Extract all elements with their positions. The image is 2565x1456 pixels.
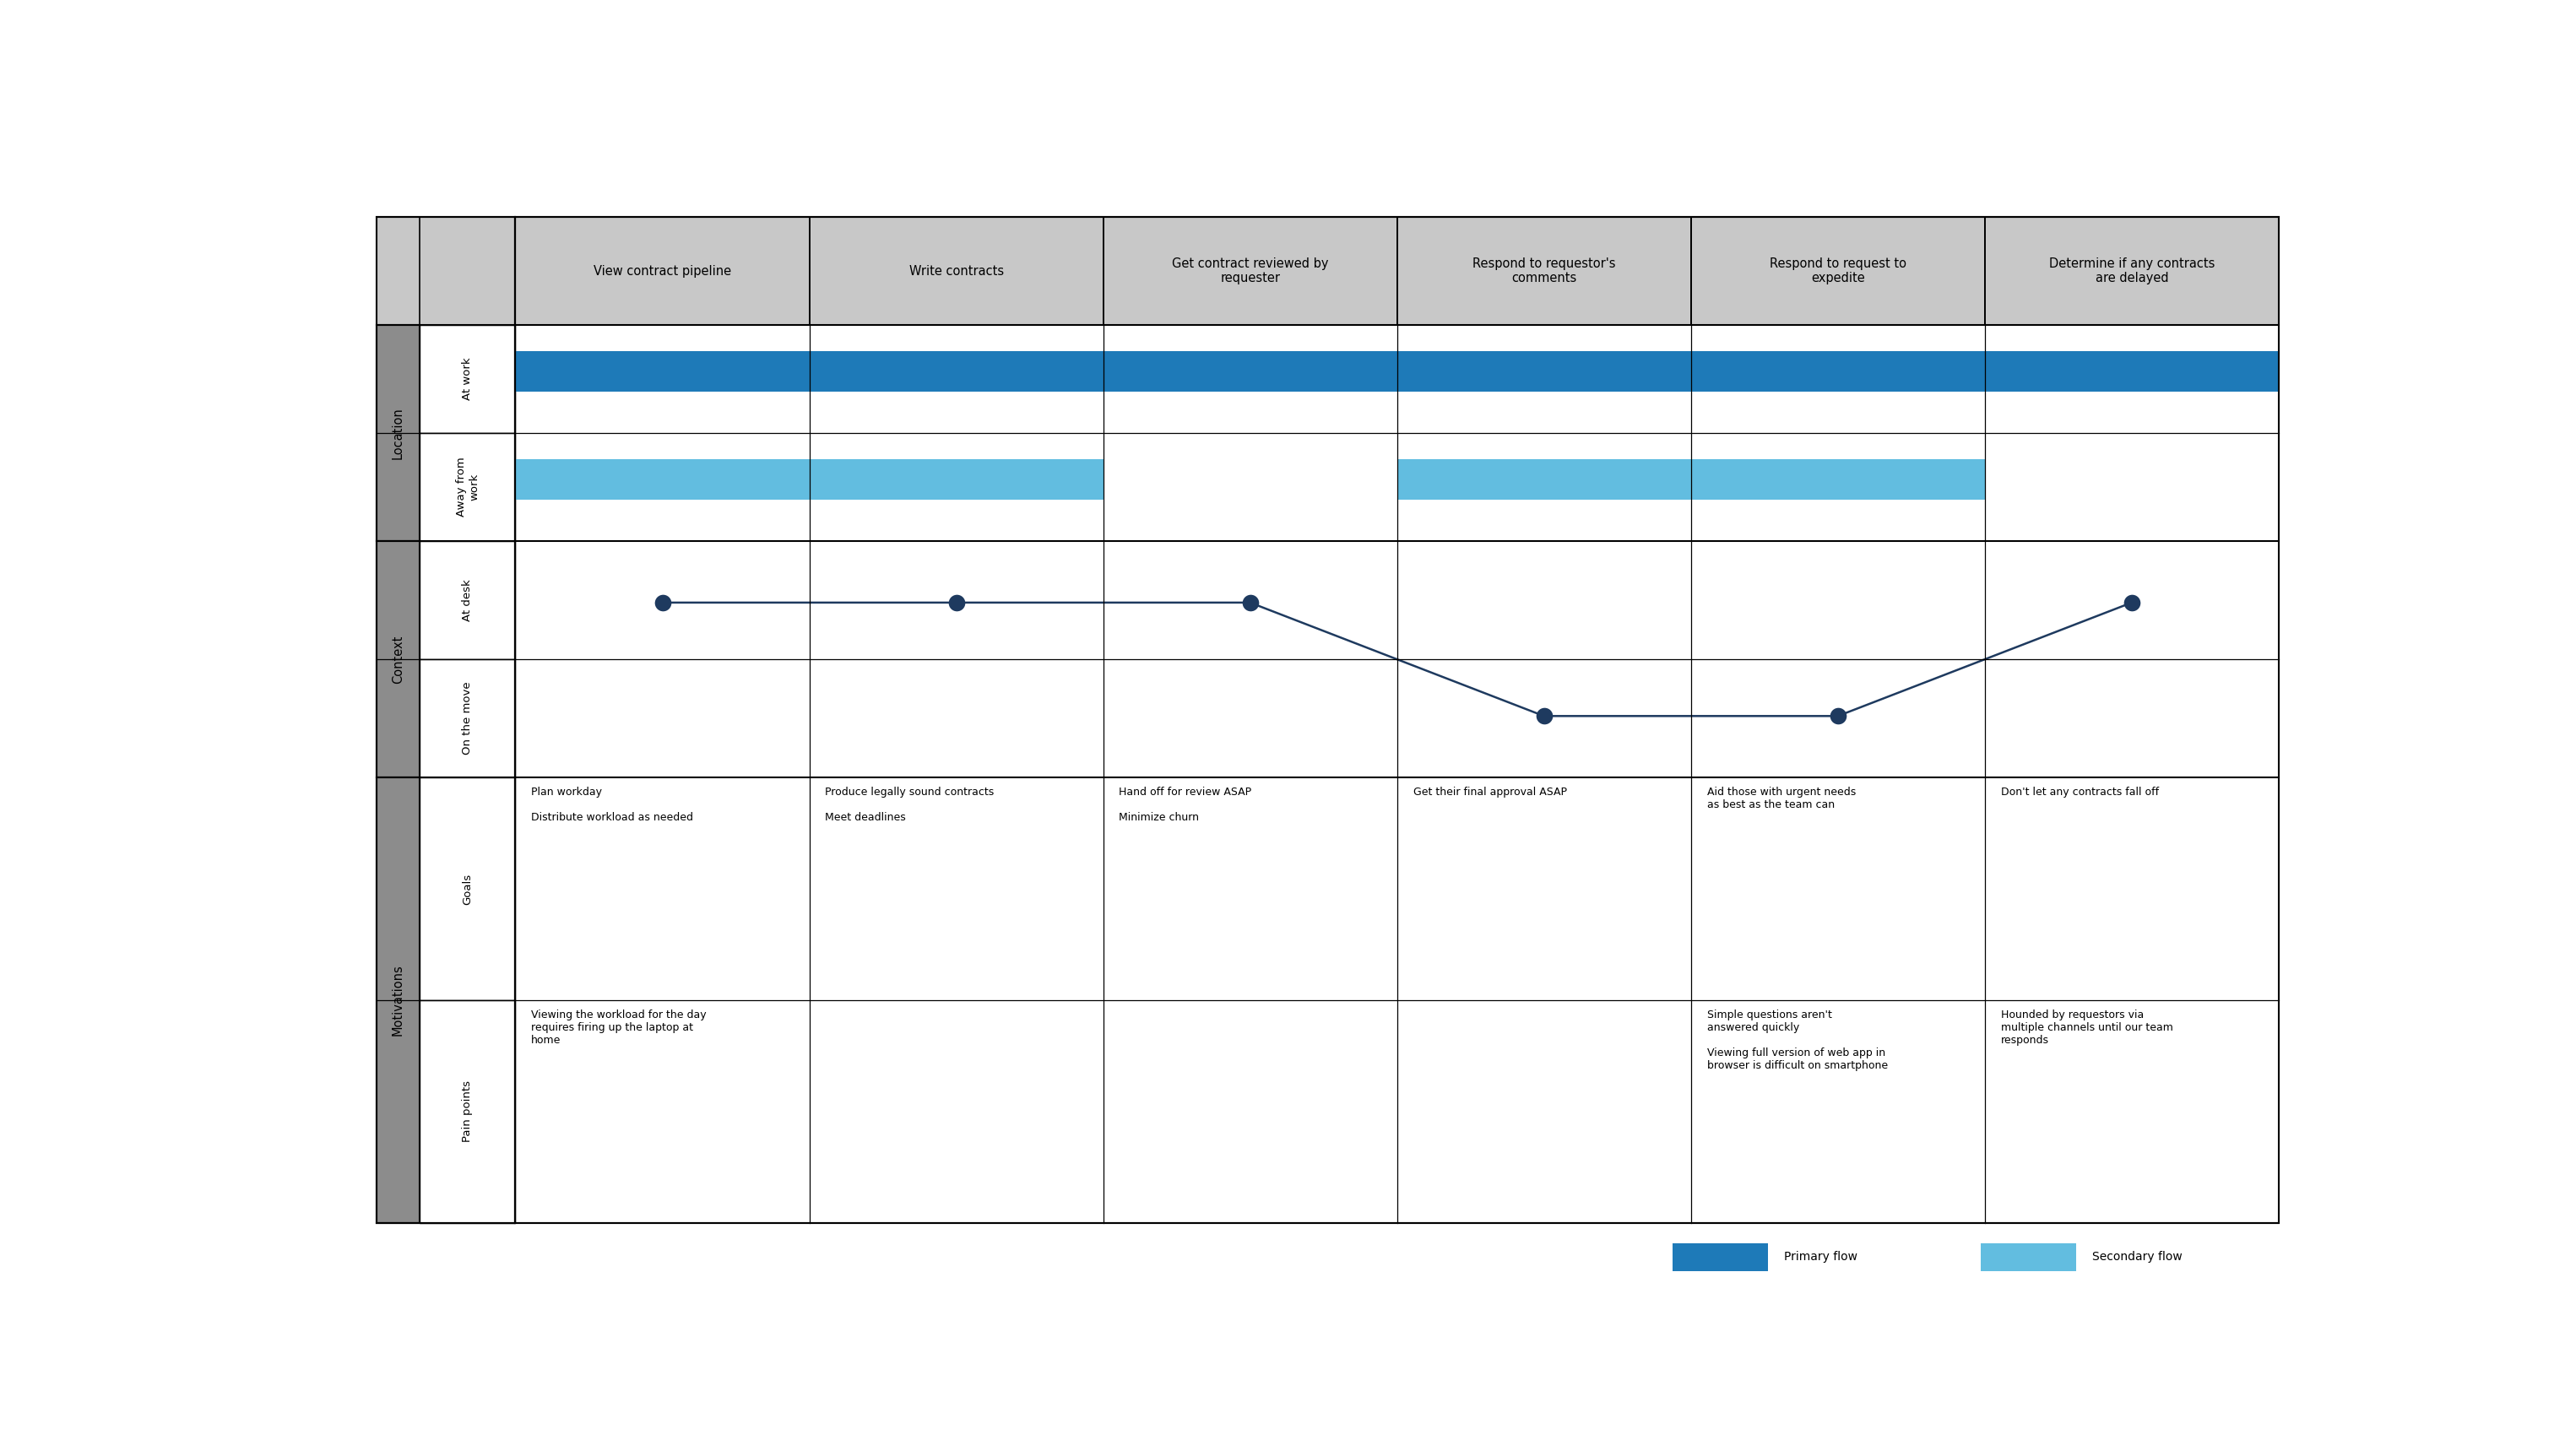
Bar (1690, 459, 1985, 499)
Bar (1985, 542, 2278, 660)
Bar (516, 1000, 811, 1223)
Bar (1398, 351, 1690, 392)
Bar (377, 217, 516, 1223)
Bar (811, 1000, 1103, 1223)
Text: Pain points: Pain points (462, 1080, 472, 1143)
Bar (1398, 1000, 1690, 1223)
Bar (516, 217, 2278, 1223)
Bar (1672, 1243, 1767, 1271)
Text: At desk: At desk (462, 579, 472, 622)
Bar (1985, 351, 2278, 392)
Bar (1103, 778, 1398, 1000)
Bar (1980, 1243, 2075, 1271)
Bar (1103, 325, 1398, 432)
Text: Viewing the workload for the day
requires firing up the laptop at
home: Viewing the workload for the day require… (531, 1009, 705, 1045)
Bar (811, 660, 1103, 778)
Bar (1690, 778, 1985, 1000)
Bar (421, 542, 516, 660)
Bar (516, 778, 811, 1000)
Text: Get their final approval ASAP: Get their final approval ASAP (1413, 786, 1567, 798)
Bar (1103, 542, 1398, 660)
Text: Hounded by requestors via
multiple channels until our team
responds: Hounded by requestors via multiple chann… (2001, 1009, 2173, 1045)
Bar (1690, 351, 1985, 392)
Bar (1690, 1000, 1985, 1223)
Text: Context: Context (392, 635, 405, 683)
Text: View contract pipeline: View contract pipeline (593, 265, 731, 278)
Text: Away from
work: Away from work (457, 457, 480, 517)
Point (1229, 591, 1270, 614)
Text: Hand off for review ASAP

Minimize churn: Hand off for review ASAP Minimize churn (1118, 786, 1252, 823)
Bar (516, 325, 811, 432)
Bar (1398, 459, 1690, 499)
Bar (1985, 1000, 2278, 1223)
Bar (1103, 1000, 1398, 1223)
Bar (516, 542, 811, 660)
Bar (811, 432, 1103, 542)
Bar (516, 351, 811, 392)
Bar (1985, 432, 2278, 542)
Bar (811, 217, 1103, 325)
Bar (516, 432, 811, 542)
Bar (421, 778, 516, 1000)
Text: Determine if any contracts
are delayed: Determine if any contracts are delayed (2049, 258, 2214, 285)
Text: Primary flow: Primary flow (1783, 1251, 1857, 1262)
Text: Secondary flow: Secondary flow (2093, 1251, 2183, 1262)
Bar (811, 325, 1103, 432)
Bar (377, 778, 421, 1223)
Text: On the move: On the move (462, 681, 472, 756)
Bar (1103, 217, 1398, 325)
Point (936, 591, 977, 614)
Bar (1103, 351, 1398, 392)
Bar (1398, 217, 1690, 325)
Point (2111, 591, 2152, 614)
Bar (516, 660, 811, 778)
Bar (516, 459, 811, 499)
Bar (1985, 778, 2278, 1000)
Bar (377, 542, 421, 778)
Bar (1103, 660, 1398, 778)
Bar (811, 542, 1103, 660)
Text: Write contracts: Write contracts (908, 265, 1003, 278)
Bar (1398, 542, 1690, 660)
Point (641, 591, 682, 614)
Text: Get contract reviewed by
requester: Get contract reviewed by requester (1172, 258, 1329, 285)
Text: Aid those with urgent needs
as best as the team can: Aid those with urgent needs as best as t… (1706, 786, 1854, 810)
Bar (421, 660, 516, 778)
Text: Location: Location (392, 408, 405, 459)
Bar (1398, 325, 1690, 432)
Bar (421, 325, 516, 432)
Text: Goals: Goals (462, 874, 472, 904)
Bar (1985, 217, 2278, 325)
Bar (1985, 660, 2278, 778)
Text: Respond to request to
expedite: Respond to request to expedite (1770, 258, 1906, 285)
Bar (377, 217, 516, 325)
Text: Motivations: Motivations (392, 964, 405, 1037)
Text: Respond to requestor's
comments: Respond to requestor's comments (1472, 258, 1616, 285)
Bar (1985, 325, 2278, 432)
Bar (1398, 660, 1690, 778)
Bar (1398, 432, 1690, 542)
Bar (811, 459, 1103, 499)
Bar (1103, 432, 1398, 542)
Text: Don't let any contracts fall off: Don't let any contracts fall off (2001, 786, 2160, 798)
Text: Plan workday

Distribute workload as needed: Plan workday Distribute workload as need… (531, 786, 693, 823)
Bar (516, 217, 811, 325)
Bar (377, 325, 421, 542)
Text: At work: At work (462, 358, 472, 400)
Bar (1398, 778, 1690, 1000)
Text: Simple questions aren't
answered quickly

Viewing full version of web app in
bro: Simple questions aren't answered quickly… (1706, 1009, 1888, 1070)
Bar (1690, 217, 1985, 325)
Text: Produce legally sound contracts

Meet deadlines: Produce legally sound contracts Meet dea… (826, 786, 995, 823)
Bar (421, 432, 516, 542)
Bar (1690, 432, 1985, 542)
Bar (421, 1000, 516, 1223)
Point (1524, 705, 1565, 728)
Bar (1690, 660, 1985, 778)
Bar (1690, 542, 1985, 660)
Bar (1690, 325, 1985, 432)
Bar (811, 778, 1103, 1000)
Bar (811, 351, 1103, 392)
Point (1819, 705, 1860, 728)
